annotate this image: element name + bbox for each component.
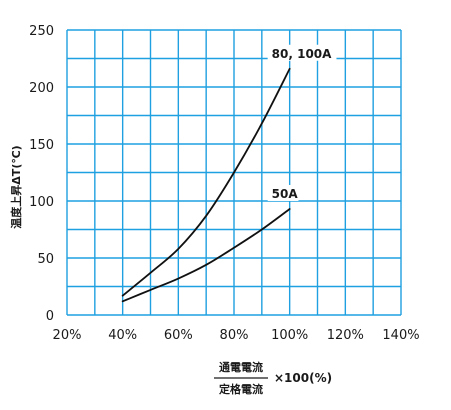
y-tick-label: 50 [37,252,54,267]
x-tick-label: 120% [327,328,364,343]
series-label-background [267,44,337,61]
x-tick-label: 40% [108,328,137,343]
y-tick-label: 150 [29,138,54,153]
grid [66,29,402,316]
y-axis-ticks: 0 50 100 150 200 250 [29,24,54,324]
y-tick-label: 250 [29,24,54,39]
y-tick-label: 0 [46,309,54,324]
y-tick-label: 200 [29,81,54,96]
x-tick-label: 60% [164,328,193,343]
x-tick-label: 140% [382,328,419,343]
formula-numerator: 通電電流 [219,360,263,374]
x-tick-label: 100% [271,328,308,343]
x-axis-formula: 通電電流 定格電流 ×100(%) [214,360,332,396]
y-tick-label: 100 [29,195,54,210]
formula-denominator: 定格電流 [219,382,263,396]
x-tick-label: 80% [220,328,249,343]
x-axis-ticks: 20% 40% 60% 80% 100% 120% 140% [53,328,420,343]
series-label-50a: 50A [272,187,299,201]
series-line-50a [121,208,291,303]
series-label-80-100a: 80, 100A [272,47,332,61]
series-line-80-100a [121,67,291,297]
series-lines: 80, 100A 50A [121,44,337,303]
y-axis-label: 温度上昇ΔT(℃) [9,145,23,228]
x-tick-label: 20% [53,328,82,343]
formula-multiplier: ×100(%) [274,371,332,385]
series-label-background [267,184,299,201]
